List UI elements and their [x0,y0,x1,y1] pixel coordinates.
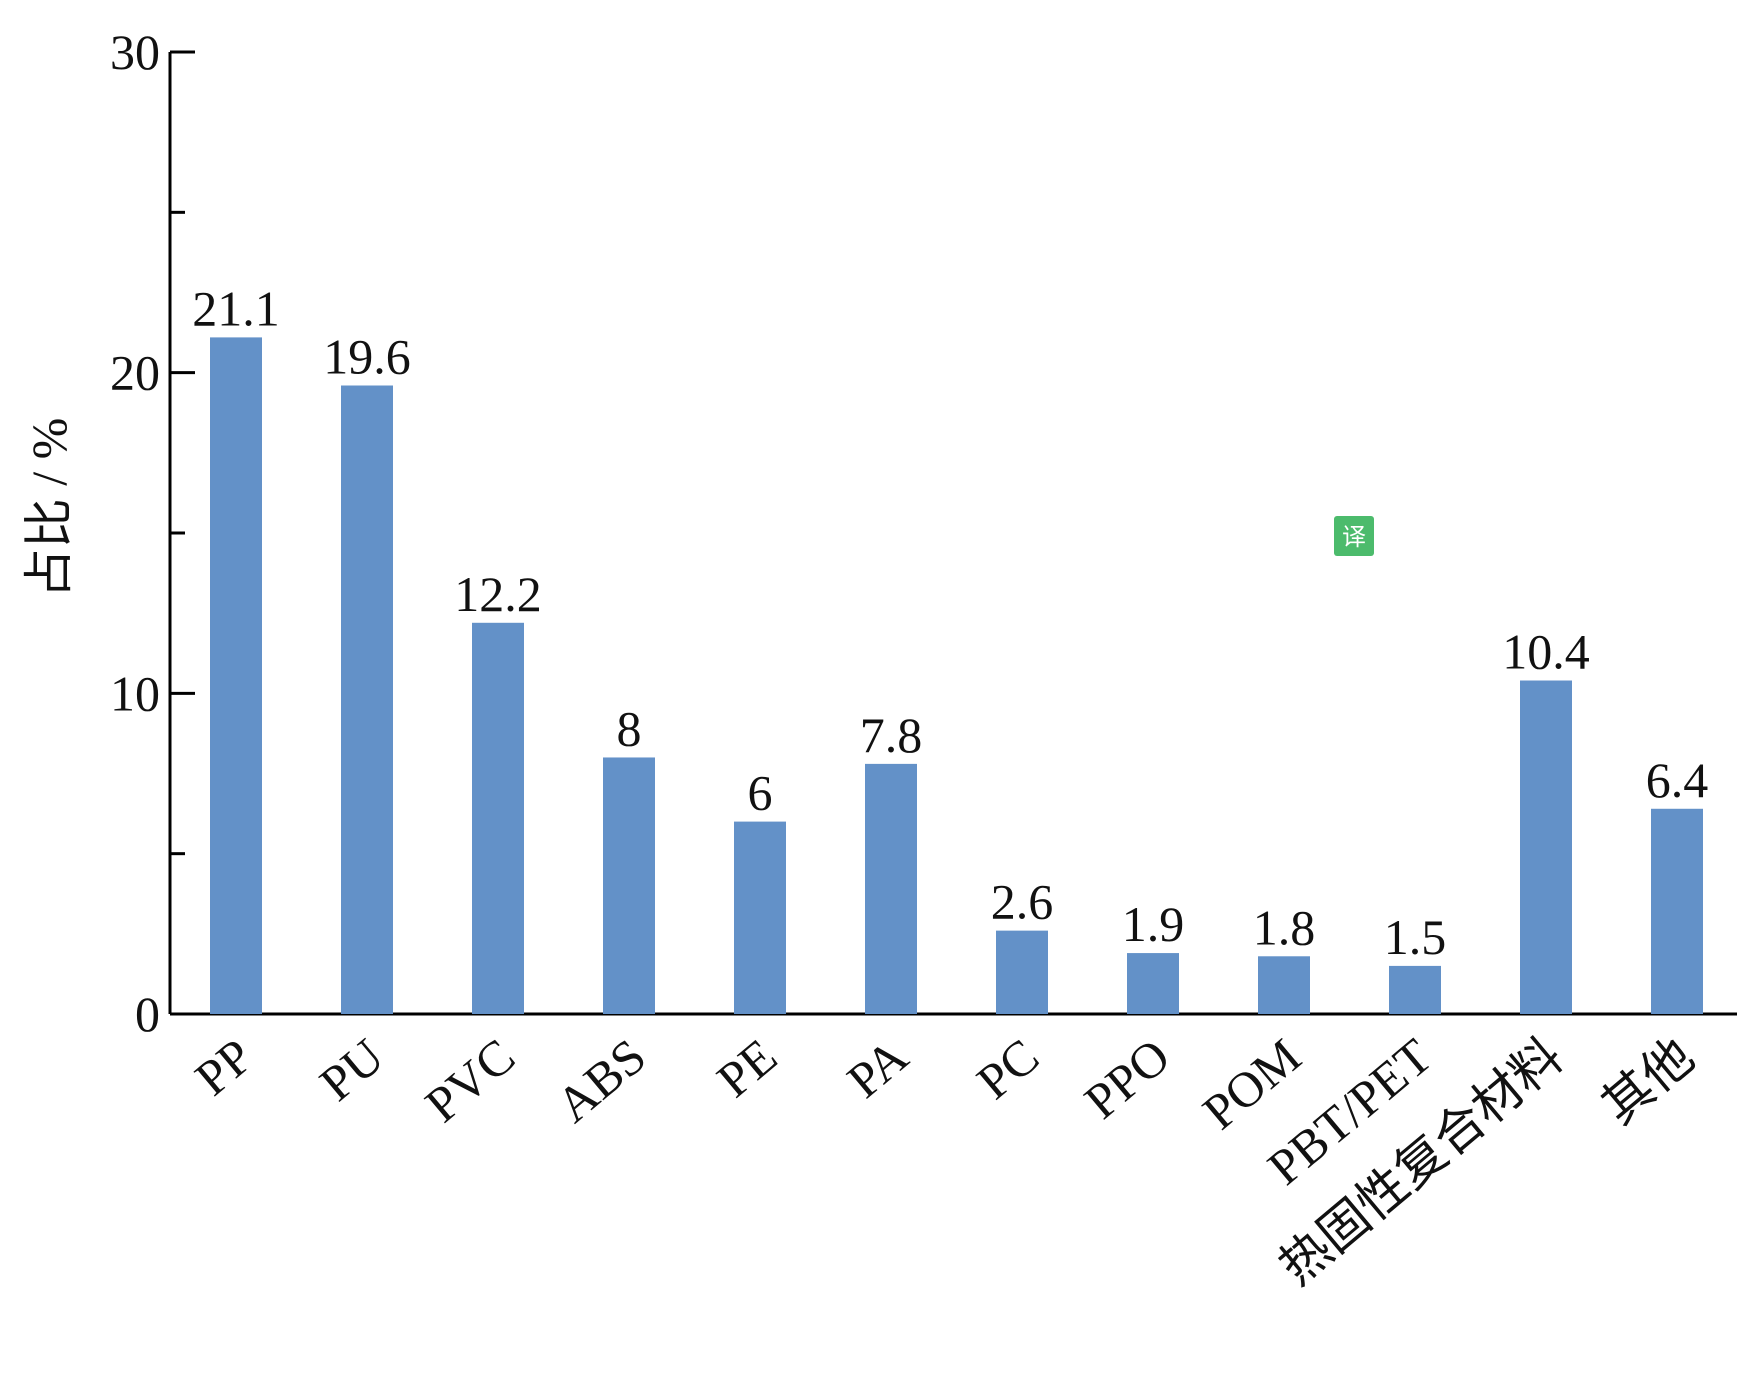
y-tick-label: 20 [110,345,160,401]
bar [603,757,655,1014]
translate-button-label[interactable]: 译 [1342,523,1366,551]
x-tick-label: PE [706,1028,787,1108]
x-tick-label: PVC [415,1028,526,1133]
bar [472,622,524,1014]
translate-button[interactable]: 译 [1334,516,1374,556]
x-tick-label: PU [309,1028,394,1112]
bar [1127,953,1179,1014]
bar [210,337,262,1015]
x-tick-label: 其他 [1591,1028,1704,1135]
value-label: 8 [617,700,642,756]
bar [1389,965,1441,1014]
bar [734,821,786,1014]
bar [1520,680,1572,1014]
value-label: 10.4 [1502,624,1590,680]
x-tick-label: PPO [1074,1028,1180,1130]
bar [865,763,917,1014]
value-label: 7.8 [860,707,923,763]
value-label: 2.6 [991,874,1054,930]
y-tick-label: 0 [135,986,160,1042]
value-label: 1.9 [1122,896,1185,952]
y-tick-label: 30 [110,24,160,80]
value-label: 6.4 [1646,752,1709,808]
x-tick-label: PP [184,1028,263,1107]
y-axis-label: 占比 / % [21,418,77,599]
value-label: 6 [748,765,773,821]
x-tick-label: PA [837,1028,918,1109]
value-label: 21.1 [192,280,280,336]
bar [1651,808,1703,1014]
value-label: 19.6 [323,328,411,384]
y-tick-label: 10 [110,665,160,721]
bar [996,930,1048,1014]
bar [1258,956,1310,1014]
bar [341,385,393,1014]
x-tick-label: PC [966,1028,1049,1110]
x-tick-label: ABS [546,1028,657,1133]
value-label: 12.2 [454,566,542,622]
value-label: 1.8 [1253,899,1316,955]
value-label: 1.5 [1384,909,1447,965]
translate-button-bg[interactable] [1334,516,1374,556]
